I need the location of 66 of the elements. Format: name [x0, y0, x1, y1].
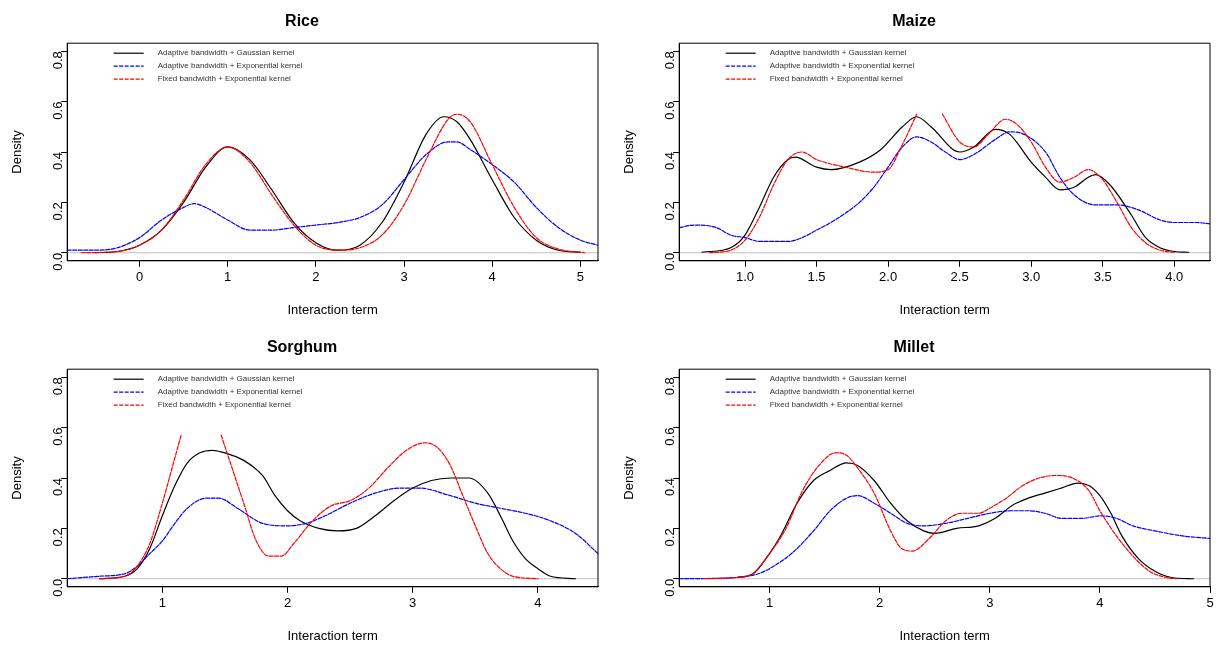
chart-title: Sorghum [266, 338, 338, 356]
x-tick-label: 4 [488, 269, 496, 285]
x-tick-label: 3 [409, 595, 417, 611]
chart-title: Rice [285, 12, 319, 30]
x-axis-title: Interaction term [287, 301, 378, 317]
x-tick-label: 3 [986, 595, 994, 611]
legend-label: Adaptive bandwidth + Gaussian kernel [769, 374, 907, 384]
x-tick-label: 2.5 [950, 269, 969, 285]
x-tick-label: 3.0 [1022, 269, 1041, 285]
x-tick-label: 1.5 [807, 269, 826, 285]
x-tick-label: 2 [876, 595, 884, 611]
y-tick-label: 0.0 [49, 578, 65, 597]
legend-label: Fixed bandwidth + Exponential kernel [769, 400, 904, 410]
y-tick-label: 0.0 [49, 252, 65, 271]
legend-label: Adaptive bandwidth + Gaussian kernel [157, 374, 295, 384]
x-tick-label: 1 [158, 595, 166, 611]
y-tick-label: 0.4 [661, 152, 677, 171]
chart-title: Maize [892, 12, 936, 30]
legend-label: Adaptive bandwidth + Exponential kernel [157, 387, 303, 397]
x-tick-label: 1.0 [735, 269, 755, 285]
y-tick-label: 0.2 [661, 528, 677, 547]
y-tick-label: 0.6 [661, 427, 677, 446]
y-tick-label: 0.2 [49, 528, 65, 547]
x-tick-label: 0 [135, 269, 144, 285]
y-tick-label: 0.4 [49, 152, 65, 171]
x-axis-title: Interaction term [287, 627, 378, 643]
legend-label: Fixed bandwidth + Exponential kernel [769, 74, 904, 84]
x-axis-title: Interaction term [899, 301, 990, 317]
y-axis-title: Density [621, 455, 637, 500]
legend-label: Adaptive bandwidth + Gaussian kernel [157, 48, 295, 58]
legend-label: Adaptive bandwidth + Exponential kernel [769, 387, 915, 397]
y-tick-label: 0.2 [49, 202, 65, 221]
y-tick-label: 0.2 [661, 202, 677, 221]
y-tick-label: 0.8 [49, 51, 65, 70]
chart-title: Millet [893, 338, 936, 356]
y-axis-title: Density [9, 455, 25, 500]
x-tick-label: 2.0 [879, 269, 898, 285]
x-tick-label: 4 [534, 595, 542, 611]
y-tick-label: 0.8 [661, 377, 677, 396]
legend-label: Adaptive bandwidth + Gaussian kernel [769, 48, 907, 58]
x-tick-label: 3.5 [1093, 269, 1112, 285]
y-axis-title: Density [621, 129, 637, 174]
x-tick-label: 3 [400, 269, 408, 285]
y-tick-label: 0.4 [49, 478, 65, 497]
legend-label: Adaptive bandwidth + Exponential kernel [769, 61, 915, 71]
x-axis-title: Interaction term [899, 627, 990, 643]
x-tick-label: 4.0 [1165, 269, 1184, 285]
y-tick-label: 0.6 [661, 101, 677, 120]
x-tick-label: 1 [224, 269, 232, 285]
y-tick-label: 0.0 [661, 578, 677, 597]
x-tick-label: 1 [765, 595, 774, 611]
x-tick-label: 2 [312, 269, 320, 285]
x-tick-label: 5 [1206, 595, 1214, 611]
y-tick-label: 0.8 [49, 377, 65, 396]
x-tick-label: 2 [283, 595, 292, 611]
y-tick-label: 0.6 [49, 427, 65, 446]
y-axis-title: Density [9, 129, 25, 174]
y-tick-label: 0.8 [661, 51, 677, 70]
legend-label: Fixed bandwidth + Exponential kernel [157, 74, 292, 84]
y-tick-label: 0.0 [661, 252, 677, 271]
y-tick-label: 0.4 [661, 478, 677, 497]
x-tick-label: 5 [576, 269, 584, 285]
legend-label: Adaptive bandwidth + Exponential kernel [157, 61, 303, 71]
x-tick-label: 4 [1096, 595, 1104, 611]
legend-label: Fixed bandwidth + Exponential kernel [157, 400, 292, 410]
y-tick-label: 0.6 [49, 101, 65, 120]
